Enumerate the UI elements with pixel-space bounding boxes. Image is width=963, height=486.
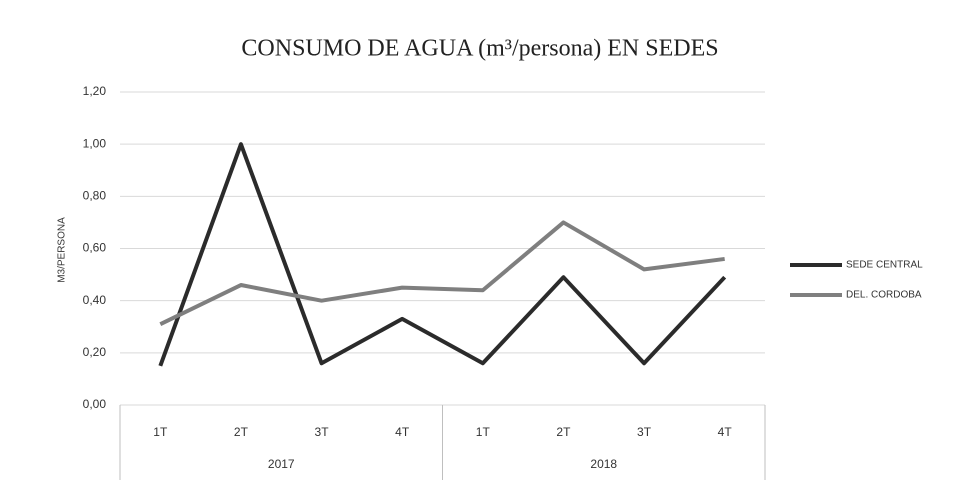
x-tick-label: 2T (234, 425, 249, 439)
y-tick-label: 0,80 (83, 189, 107, 203)
y-tick-label: 0,60 (83, 241, 107, 255)
x-tick-label: 3T (315, 425, 330, 439)
x-tick-label: 1T (153, 425, 168, 439)
y-tick-label: 1,20 (83, 84, 107, 98)
series-line (158, 142, 727, 367)
y-tick-label: 0,20 (83, 345, 107, 359)
y-tick-label: 0,00 (83, 397, 107, 411)
x-tick-label: 2T (556, 425, 571, 439)
x-group-label: 2018 (590, 457, 617, 471)
x-tick-label: 4T (395, 425, 410, 439)
x-tick-label: 4T (718, 425, 733, 439)
chart-title: CONSUMO DE AGUA (m³/persona) EN SEDES (241, 36, 718, 62)
y-tick-label: 1,00 (83, 136, 107, 150)
x-tick-label: 1T (476, 425, 491, 439)
y-tick-label: 0,40 (83, 293, 107, 307)
series-line (159, 220, 725, 326)
y-axis-label: M3/PERSONA (57, 217, 68, 283)
x-tick-label: 3T (637, 425, 652, 439)
legend-label: DEL. CORDOBA (846, 290, 922, 301)
legend-label: SEDE CENTRAL (846, 260, 923, 271)
x-group-label: 2017 (268, 457, 295, 471)
